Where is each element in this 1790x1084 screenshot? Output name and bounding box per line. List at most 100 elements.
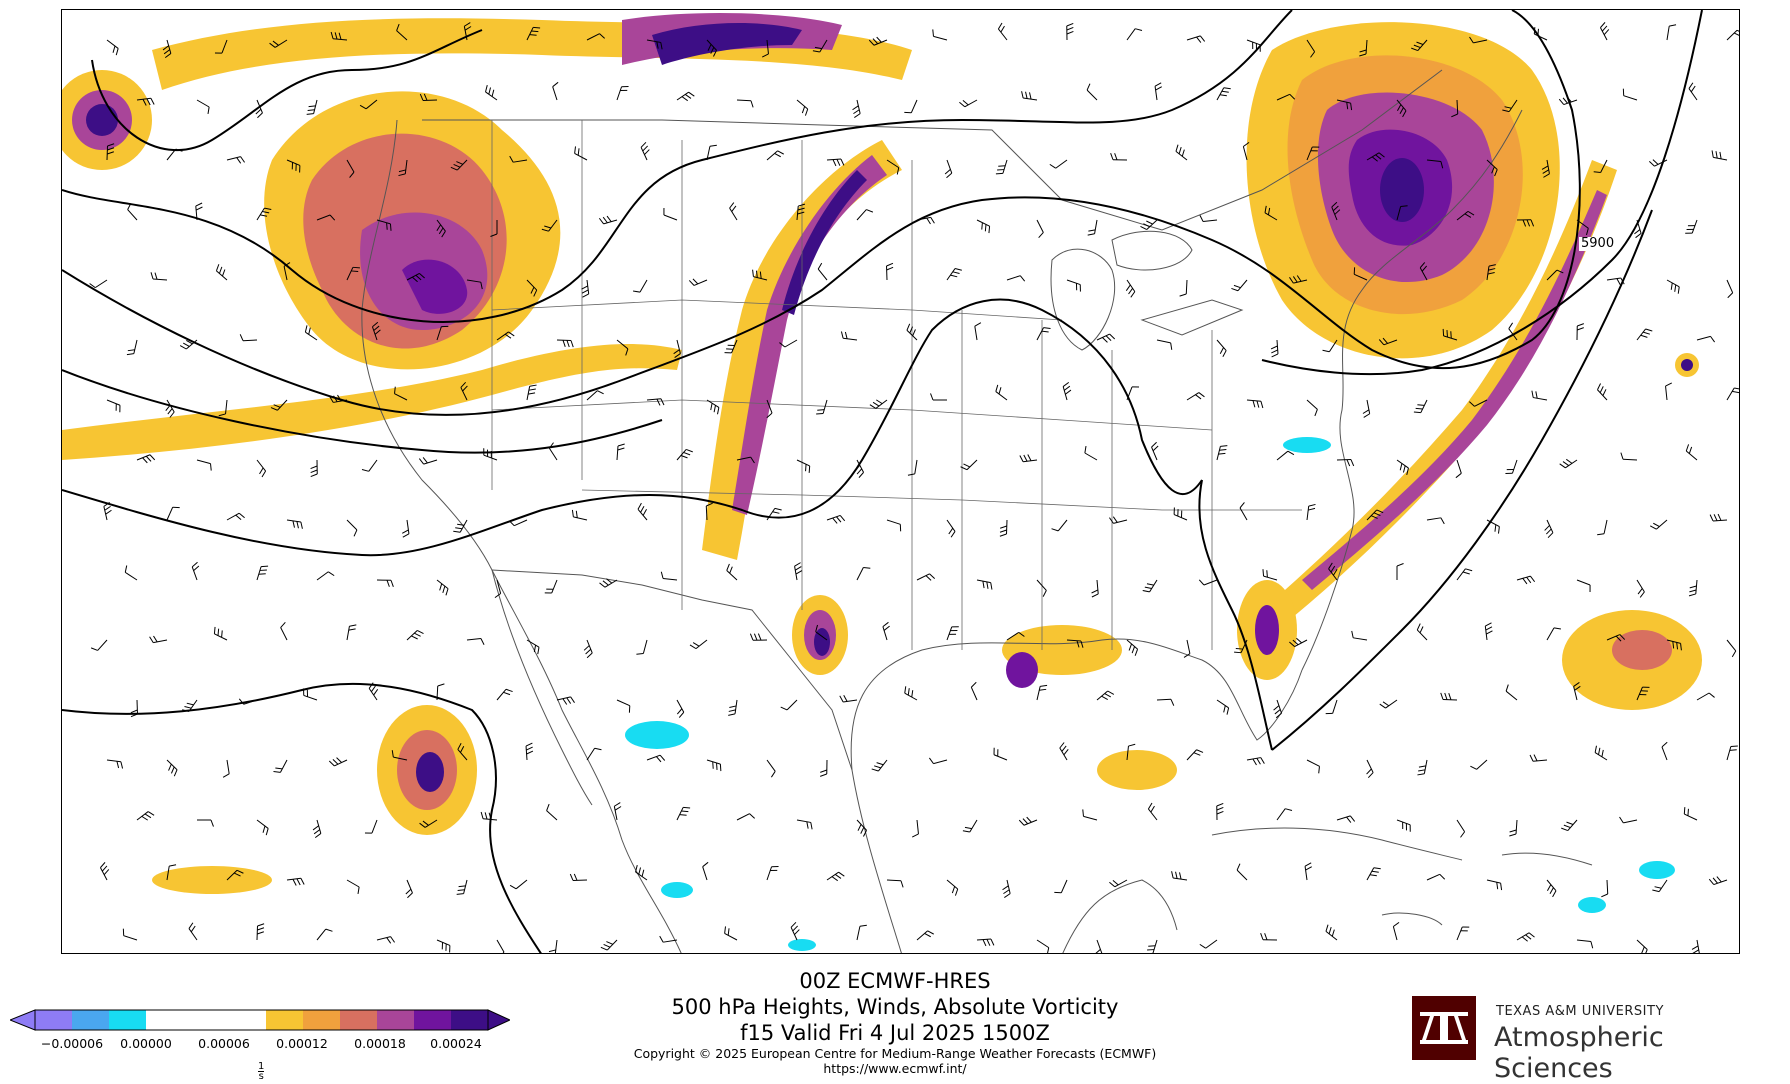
wind-barb <box>1726 387 1739 401</box>
wind-barb <box>218 399 228 417</box>
wind-barb <box>689 639 708 650</box>
wind-barb <box>1456 926 1470 941</box>
wind-barb <box>286 159 301 173</box>
wind-barb <box>886 519 902 532</box>
wind-barb <box>766 866 779 881</box>
wind-barb <box>1470 759 1488 770</box>
coastline <box>1301 109 1523 671</box>
wind-barb <box>1154 82 1162 101</box>
wind-barb <box>1636 579 1645 598</box>
wind-barb <box>1486 159 1498 177</box>
wind-barb <box>1685 444 1698 461</box>
wind-barb <box>402 519 410 538</box>
wind-barb <box>391 750 408 761</box>
wind-barb <box>136 811 155 821</box>
coastline <box>491 569 593 806</box>
neg-vort-blob <box>1578 897 1606 913</box>
wind-barb <box>1619 816 1638 824</box>
wind-barb <box>1558 96 1578 106</box>
neg-vort-blob <box>661 882 693 898</box>
wind-barb <box>1198 579 1218 586</box>
height-contour <box>62 682 542 953</box>
wind-barb <box>1396 205 1408 221</box>
wind-barb <box>1171 871 1188 881</box>
wind-barb <box>1416 623 1428 641</box>
wind-barb <box>106 39 119 56</box>
wind-barb <box>706 399 720 415</box>
wind-barb <box>676 91 695 102</box>
wind-barb <box>729 202 738 221</box>
wind-barb <box>166 864 177 881</box>
wind-barb <box>196 99 210 114</box>
wind-barb <box>586 33 605 41</box>
height-contour <box>1261 10 1703 376</box>
wind-barb <box>1620 452 1638 461</box>
wind-barb <box>1688 579 1698 597</box>
wind-barb <box>916 216 935 225</box>
wind-barb <box>255 99 263 119</box>
wind-barb <box>1051 519 1068 532</box>
wind-barb <box>856 819 867 837</box>
wind-barb <box>1140 219 1158 230</box>
wind-barb <box>1505 684 1518 701</box>
wind-barb <box>1396 99 1407 118</box>
wind-barb <box>1336 99 1353 111</box>
wind-barb <box>613 802 622 821</box>
colorbar-tick-label: 0.00018 <box>354 1036 406 1051</box>
wind-barb <box>99 862 110 881</box>
atm-logo-icon <box>1412 996 1476 1060</box>
colorbar-tick-label: 0.00012 <box>276 1036 328 1051</box>
wind-barb <box>1559 458 1578 469</box>
wind-barb <box>574 146 588 161</box>
wind-barb <box>457 743 468 761</box>
wind-barb <box>1711 150 1728 161</box>
vort-blob <box>1097 750 1177 790</box>
wind-barb <box>1606 277 1625 285</box>
wind-barb <box>195 202 203 221</box>
wind-barb <box>89 279 108 289</box>
cuba <box>1211 827 1463 861</box>
wind-barb <box>1066 639 1084 648</box>
wind-barb <box>436 219 446 238</box>
wind-barb <box>122 928 138 941</box>
wind-barb <box>995 384 1008 401</box>
wind-barb <box>1002 879 1011 898</box>
wind-barb <box>496 331 515 341</box>
wind-barb <box>328 757 348 767</box>
wind-barb <box>496 688 513 701</box>
wind-barb <box>406 630 424 641</box>
wind-barb <box>214 39 228 54</box>
wind-barb <box>569 873 588 881</box>
wind-barb <box>346 879 360 894</box>
wind-barb <box>944 159 953 179</box>
wind-barb <box>541 219 558 232</box>
wind-barb <box>886 262 894 281</box>
wind-barb <box>329 394 348 403</box>
wind-barb <box>1576 579 1591 593</box>
wind-barb <box>371 321 381 341</box>
colorbar-swatch <box>377 1010 414 1030</box>
wind-barb <box>1216 87 1231 101</box>
wind-barb <box>1021 91 1038 101</box>
colorbar-tick-label: 0.00006 <box>198 1036 250 1051</box>
wind-barb <box>1186 35 1206 43</box>
wind-barb <box>508 519 528 527</box>
wind-barb <box>396 23 408 41</box>
wind-barb <box>548 939 558 953</box>
wind-barb <box>637 502 648 521</box>
wind-barb <box>1289 637 1308 648</box>
wind-barb <box>1366 509 1384 521</box>
wind-barb <box>886 879 904 888</box>
wind-barb <box>1378 337 1398 346</box>
wind-barb <box>1661 741 1668 761</box>
wind-barbs <box>89 22 1739 953</box>
wind-barb <box>1066 279 1081 292</box>
wind-barb <box>394 386 408 401</box>
wind-barb <box>1264 205 1278 221</box>
source-link[interactable]: https://www.ecmwf.int/ <box>823 1061 967 1076</box>
vorticity-map <box>62 10 1739 953</box>
wind-barb <box>1426 517 1445 525</box>
wind-barb <box>1726 639 1737 658</box>
wind-barb <box>839 695 858 703</box>
vort-band <box>782 170 867 315</box>
